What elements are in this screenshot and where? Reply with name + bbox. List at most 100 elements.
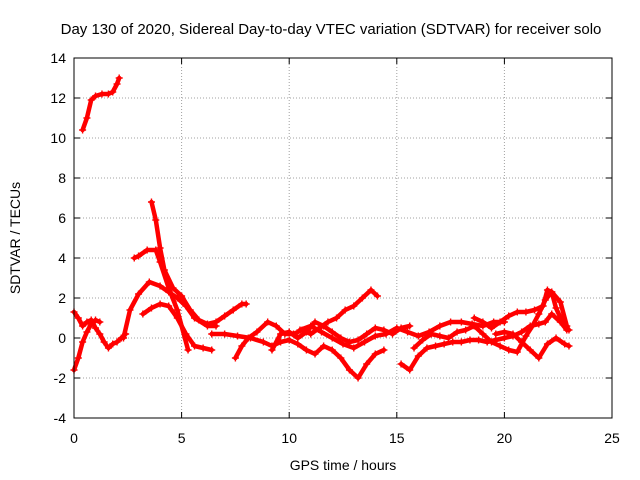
- data-point: [363, 330, 371, 338]
- data-point: [178, 292, 186, 300]
- data-point: [436, 332, 444, 340]
- data-point: [414, 352, 422, 360]
- data-point: [135, 290, 143, 298]
- data-point: [221, 330, 229, 338]
- data-point: [109, 340, 117, 348]
- data-point: [126, 306, 134, 314]
- data-point: [92, 92, 100, 100]
- data-point: [221, 312, 229, 320]
- data-point: [528, 322, 536, 330]
- data-point: [147, 198, 155, 206]
- grid-layer: [74, 58, 612, 418]
- series-line: [493, 329, 572, 361]
- data-point: [406, 322, 414, 330]
- data-point: [191, 342, 199, 350]
- data-point: [522, 308, 530, 316]
- data-point: [264, 318, 272, 326]
- data-point: [74, 354, 82, 362]
- data-point: [449, 338, 457, 346]
- x-tick-label: 5: [178, 430, 186, 446]
- data-point: [341, 306, 349, 314]
- data-point: [556, 298, 564, 306]
- tick-layer: 0 5 10 15 20 25 -4 -2 0 2 4 6 8 10 12 14: [50, 50, 620, 446]
- data-point: [147, 304, 155, 312]
- data-point: [231, 354, 239, 362]
- data-point: [152, 246, 160, 254]
- series-line: [472, 287, 572, 333]
- data-point: [311, 350, 319, 358]
- data-point: [328, 328, 336, 336]
- series-arc-g: [139, 300, 216, 354]
- data-point: [522, 332, 530, 340]
- x-tick-label: 15: [389, 430, 405, 446]
- data-point: [457, 338, 465, 346]
- chart-title: Day 130 of 2020, Sidereal Day-to-day VTE…: [61, 21, 602, 38]
- data-point: [285, 328, 293, 336]
- data-point: [311, 318, 319, 326]
- data-point: [79, 126, 87, 134]
- data-point: [543, 286, 551, 294]
- y-tick-label: 8: [58, 170, 66, 186]
- data-point: [487, 338, 495, 346]
- data-point: [470, 314, 478, 322]
- data-point: [552, 304, 560, 312]
- data-point: [229, 306, 237, 314]
- data-point: [436, 322, 444, 330]
- data-point: [397, 360, 405, 368]
- plot-frame: [73, 57, 613, 419]
- x-tick-label: 25: [604, 430, 620, 446]
- data-point: [317, 328, 325, 336]
- data-point: [113, 80, 121, 88]
- data-point: [92, 324, 100, 332]
- data-point: [361, 338, 369, 346]
- data-point: [272, 322, 280, 330]
- series-arc-e: [130, 246, 192, 354]
- data-point: [339, 340, 347, 348]
- data-point: [143, 246, 151, 254]
- data-point: [160, 266, 168, 274]
- y-tick-label: 14: [50, 50, 66, 66]
- data-point: [173, 314, 181, 322]
- series-line: [149, 199, 249, 327]
- series-arc-b: [70, 308, 130, 352]
- y-axis-label: SDTVAR / TECUs: [7, 182, 23, 294]
- data-point: [173, 306, 181, 314]
- data-point: [246, 334, 254, 342]
- data-point: [96, 330, 104, 338]
- data-point: [87, 96, 95, 104]
- y-tick-label: 12: [50, 90, 66, 106]
- data-point: [505, 312, 513, 320]
- data-point: [354, 374, 362, 382]
- data-point: [531, 306, 539, 314]
- data-point: [432, 342, 440, 350]
- data-point: [328, 334, 336, 342]
- data-point: [115, 74, 123, 82]
- x-tick-label: 20: [497, 430, 513, 446]
- data-point: [440, 340, 448, 348]
- data-point: [505, 346, 513, 354]
- data-point: [169, 284, 177, 292]
- series-arc-a: [79, 74, 123, 134]
- data-point: [277, 330, 285, 338]
- data-point: [466, 336, 474, 344]
- data-point: [539, 302, 547, 310]
- data-point: [337, 354, 345, 362]
- data-point: [565, 342, 573, 350]
- y-tick-label: -4: [54, 410, 67, 426]
- data-point: [139, 310, 147, 318]
- data-point: [212, 318, 220, 326]
- data-point: [427, 330, 435, 338]
- data-point: [350, 302, 358, 310]
- data-point: [367, 286, 375, 294]
- data-point: [184, 346, 192, 354]
- data-point: [195, 316, 203, 324]
- data-point: [380, 346, 388, 354]
- data-point: [156, 282, 164, 290]
- data-point: [419, 336, 427, 344]
- data-point: [513, 308, 521, 316]
- data-point: [156, 244, 164, 252]
- data-point: [548, 310, 556, 318]
- data-point: [470, 322, 478, 330]
- data-point: [328, 346, 336, 354]
- data-point: [100, 338, 108, 346]
